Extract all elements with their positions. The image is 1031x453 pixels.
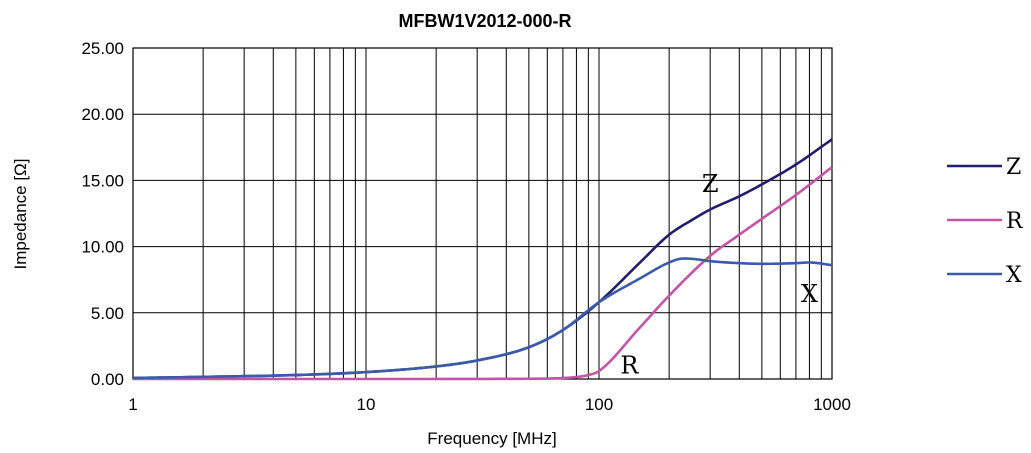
legend-label: X: [1006, 263, 1022, 288]
curve-label-r: R: [620, 351, 639, 379]
legend-item-z: Z: [947, 155, 1021, 180]
y-tick-label: 0.00: [91, 370, 124, 389]
legend: Z R X: [947, 155, 1024, 288]
legend-label: Z: [1006, 155, 1021, 180]
y-tick-label: 20.00: [81, 105, 124, 124]
x-tick-label: 10: [357, 395, 376, 414]
y-tick-labels: 0.00 5.00 10.00 15.00 20.00 25.00: [81, 39, 124, 389]
x-tick-labels: 1 10 100 1000: [128, 395, 851, 414]
plot-area-frame: [132, 47, 833, 380]
legend-item-r: R: [947, 209, 1024, 234]
y-tick-label: 5.00: [91, 304, 124, 323]
curve-label-x: X: [801, 280, 818, 308]
y-tick-label: 15.00: [81, 171, 124, 190]
x-tick-label: 1: [128, 395, 137, 414]
series-x-line: [132, 257, 833, 380]
x-tick-label: 1000: [813, 395, 851, 414]
y-axis-title: Impedance [Ω]: [11, 159, 30, 270]
y-tick-label: 25.00: [81, 39, 124, 58]
series-z-line: [132, 138, 833, 380]
legend-item-x: X: [947, 263, 1022, 288]
grid-lines: [133, 48, 832, 379]
curve-label-z: Z: [702, 170, 719, 198]
series-r-line: [133, 166, 833, 381]
legend-label: R: [1006, 209, 1024, 234]
y-tick-label: 10.00: [81, 238, 124, 257]
data-series: [132, 138, 833, 381]
x-axis-title: Frequency [MHz]: [427, 429, 556, 448]
x-tick-label: 100: [585, 395, 613, 414]
chart-title: MFBW1V2012-000-R: [398, 11, 571, 31]
curve-labels: Z R X: [620, 170, 818, 379]
